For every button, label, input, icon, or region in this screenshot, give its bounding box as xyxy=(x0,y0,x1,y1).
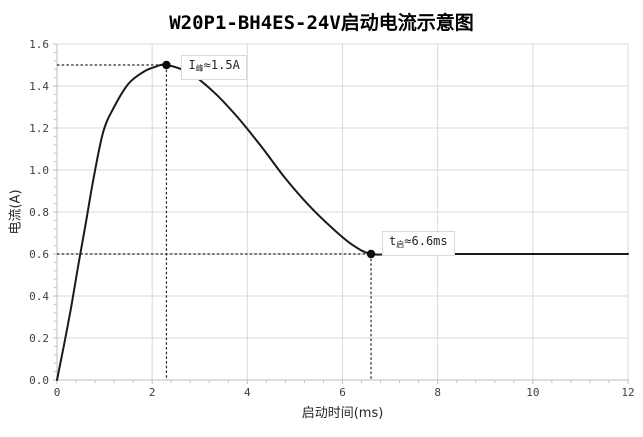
x-tick-label: 6 xyxy=(339,386,346,399)
marker-dot xyxy=(366,249,376,259)
marker-label: I峰≈1.5A xyxy=(181,55,247,80)
x-tick-label: 0 xyxy=(54,386,61,399)
marker-label: t启≈6.6ms xyxy=(382,231,455,256)
y-tick-label: 0.6 xyxy=(29,248,49,261)
x-tick-label: 8 xyxy=(434,386,441,399)
chart-title: W20P1-BH4ES-24V启动电流示意图 xyxy=(169,12,474,34)
y-tick-label: 1.6 xyxy=(29,38,49,51)
x-tick-label: 2 xyxy=(149,386,156,399)
x-tick-label: 4 xyxy=(244,386,251,399)
y-tick-label: 1.2 xyxy=(29,122,49,135)
x-tick-label: 12 xyxy=(621,386,634,399)
y-tick-label: 1.4 xyxy=(29,80,49,93)
y-tick-label: 0.2 xyxy=(29,332,49,345)
marker-dot xyxy=(162,60,171,70)
x-tick-label: 10 xyxy=(526,386,539,399)
x-axis-title: 启动时间(ms) xyxy=(301,406,384,421)
y-tick-label: 0.0 xyxy=(29,374,49,387)
y-tick-label: 0.4 xyxy=(29,290,49,303)
y-axis-title: 电流(A) xyxy=(8,189,24,235)
y-tick-label: 1.0 xyxy=(29,164,49,177)
y-tick-label: 0.8 xyxy=(29,206,49,219)
